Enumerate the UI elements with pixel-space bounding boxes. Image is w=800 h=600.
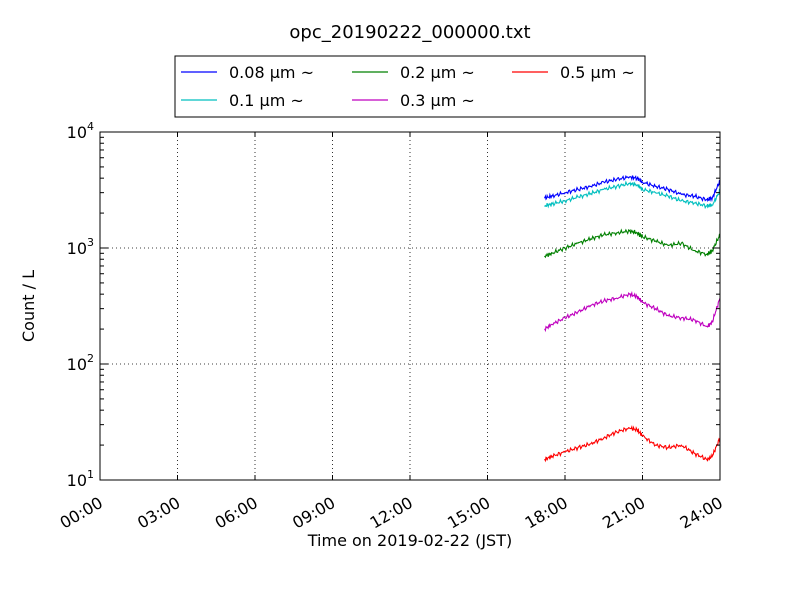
y-tick-label: 103 [67, 236, 94, 258]
y-axis-label: Count / L [19, 270, 38, 342]
y-tick-label: 104 [67, 120, 94, 142]
legend-label: 0.3 μm ~ [400, 91, 475, 110]
series-line [544, 228, 721, 259]
x-axis: 00:00 03:00 06:00 09:00 12:00 15:00 18:00 21:00… [57, 132, 726, 533]
series-line [544, 424, 721, 463]
legend-label: 0.2 μm ~ [400, 63, 475, 82]
legend-label: 0.5 μm ~ [560, 63, 635, 82]
x-tick-label: 15:00 [444, 493, 493, 533]
legend-label: 0.1 μm ~ [229, 91, 304, 110]
x-tick-label: 18:00 [522, 493, 571, 533]
x-tick-label: 12:00 [367, 493, 416, 533]
legend-label: 0.08 μm ~ [229, 63, 314, 82]
x-tick-label: 06:00 [212, 493, 261, 533]
legend: 0.08 μm ~ 0.1 μm ~ 0.2 μm ~ 0.3 μm ~ 0.5 μm … [174, 55, 646, 118]
y-axis: 101 102 103 104 [67, 120, 720, 490]
x-axis-label: Time on 2019-02-22 (JST) [307, 531, 512, 550]
series-line [544, 180, 721, 210]
x-tick-label: 21:00 [599, 493, 648, 533]
legend-box [174, 55, 646, 118]
x-tick-label: 09:00 [289, 493, 338, 533]
y-tick-label: 102 [67, 352, 94, 374]
y-tick-label: 101 [67, 468, 94, 490]
x-tick-label: 03:00 [134, 493, 183, 533]
x-tick-label: 24:00 [677, 493, 726, 533]
series-line [544, 290, 721, 333]
chart-title: opc_20190222_000000.txt [289, 22, 530, 43]
x-tick-label: 00:00 [57, 493, 106, 533]
series-lines [543, 175, 721, 463]
series-line [543, 175, 721, 203]
grid [100, 132, 720, 480]
